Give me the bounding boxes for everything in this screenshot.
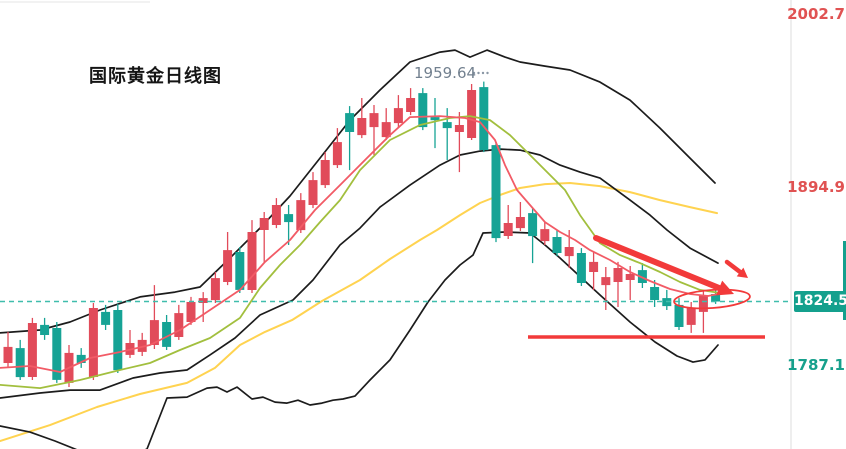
candle-body [296,200,306,231]
candle-body [540,229,550,242]
candle-body [637,270,647,283]
candle-body [247,232,257,290]
candle-body [259,218,269,230]
small-down-arrow [724,259,743,275]
chart-title: 国际黄金日线图 [89,66,222,87]
candle-body [198,298,208,303]
candle-body [76,354,86,363]
trend-down-arrow-head [716,280,734,296]
ma-long-yellow-line [0,182,718,442]
candle-body [515,217,525,229]
right-edge-strip [843,241,846,320]
candle-body [332,142,342,166]
candle-body [284,214,294,223]
candle-body [601,277,611,286]
candle-body [162,322,172,347]
candle-body [393,108,403,124]
candle-body [149,320,159,345]
candle-body [686,308,696,325]
candle-body [442,122,452,129]
peak-label-dots [477,71,480,75]
candle-body [625,274,635,280]
candle-body [3,346,13,363]
candle-body [589,261,599,272]
bollinger-upper-band [0,49,716,334]
candle-body [52,328,62,380]
candle-body [406,98,416,112]
candle-body [271,205,281,225]
candle-body [235,252,245,290]
candle-body [357,118,367,136]
current-price-tag: 1824.5 [794,291,846,312]
peak-label-dots [472,71,476,75]
candle-body [113,310,123,371]
candle-body [308,180,318,205]
candle-body [174,313,184,337]
candle-body [528,213,538,237]
candle-body [711,294,721,302]
y-axis-label: 1787.1 [787,356,845,374]
peak-price-label: 1959.64 [414,64,477,82]
bollinger-lower-band [0,231,719,449]
y-axis-label: 2002.7 [787,5,845,23]
candle-body [576,253,586,283]
candle-body [454,125,464,132]
peak-label-dots [486,71,489,75]
candle-body [430,117,440,121]
candle-body [27,323,37,377]
candle-body [552,237,562,253]
candle-body [698,295,708,312]
candle-body [223,250,233,282]
candle-body [369,113,379,128]
candle-body [40,324,50,335]
candle-body [613,268,623,282]
candle-body [101,311,111,325]
peak-label-dots [481,71,485,75]
candle-body [418,93,428,128]
candle-body [674,304,684,327]
trend-down-arrow [593,235,723,291]
candle-body [491,145,501,239]
y-axis-label: 1894.9 [787,178,845,196]
candle-body [186,302,196,322]
candle-body [650,287,660,300]
candle-body [15,348,25,378]
candle-body [381,122,391,138]
ma-mid-green-line [0,115,721,389]
candle-body [345,113,355,132]
candle-body [320,160,330,186]
candle-body [564,247,574,257]
small-down-arrow-head [736,267,748,278]
ma-fast-red-line [0,115,724,373]
bollinger-middle-band [0,148,719,399]
candle-body [88,308,98,377]
highlight-ellipse [673,288,751,310]
candle-body [503,223,513,236]
candle-body [467,90,477,138]
candle-body [210,278,220,301]
